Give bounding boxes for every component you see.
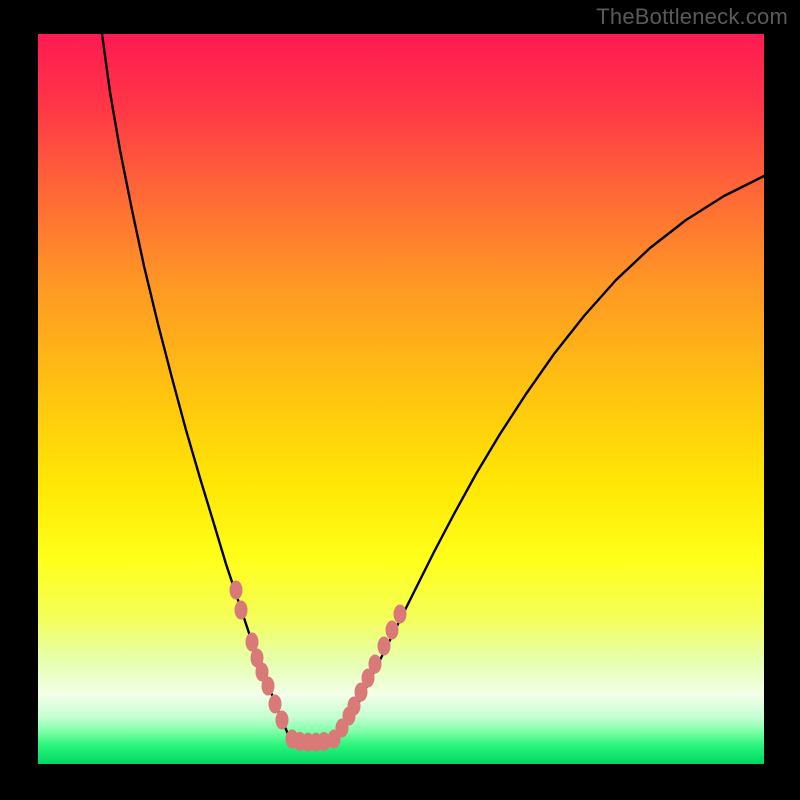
curve-marker [235,601,248,620]
curve-marker [378,637,391,656]
curve-marker [276,711,289,730]
curve-marker [369,655,382,674]
watermark-text: TheBottleneck.com [596,4,788,30]
plot-background-gradient [38,34,764,764]
chart-svg [0,0,800,800]
curve-marker [394,605,407,624]
curve-marker [230,581,243,600]
curve-marker [269,695,282,714]
curve-marker [262,677,275,696]
chart-stage: TheBottleneck.com [0,0,800,800]
curve-marker [386,621,399,640]
